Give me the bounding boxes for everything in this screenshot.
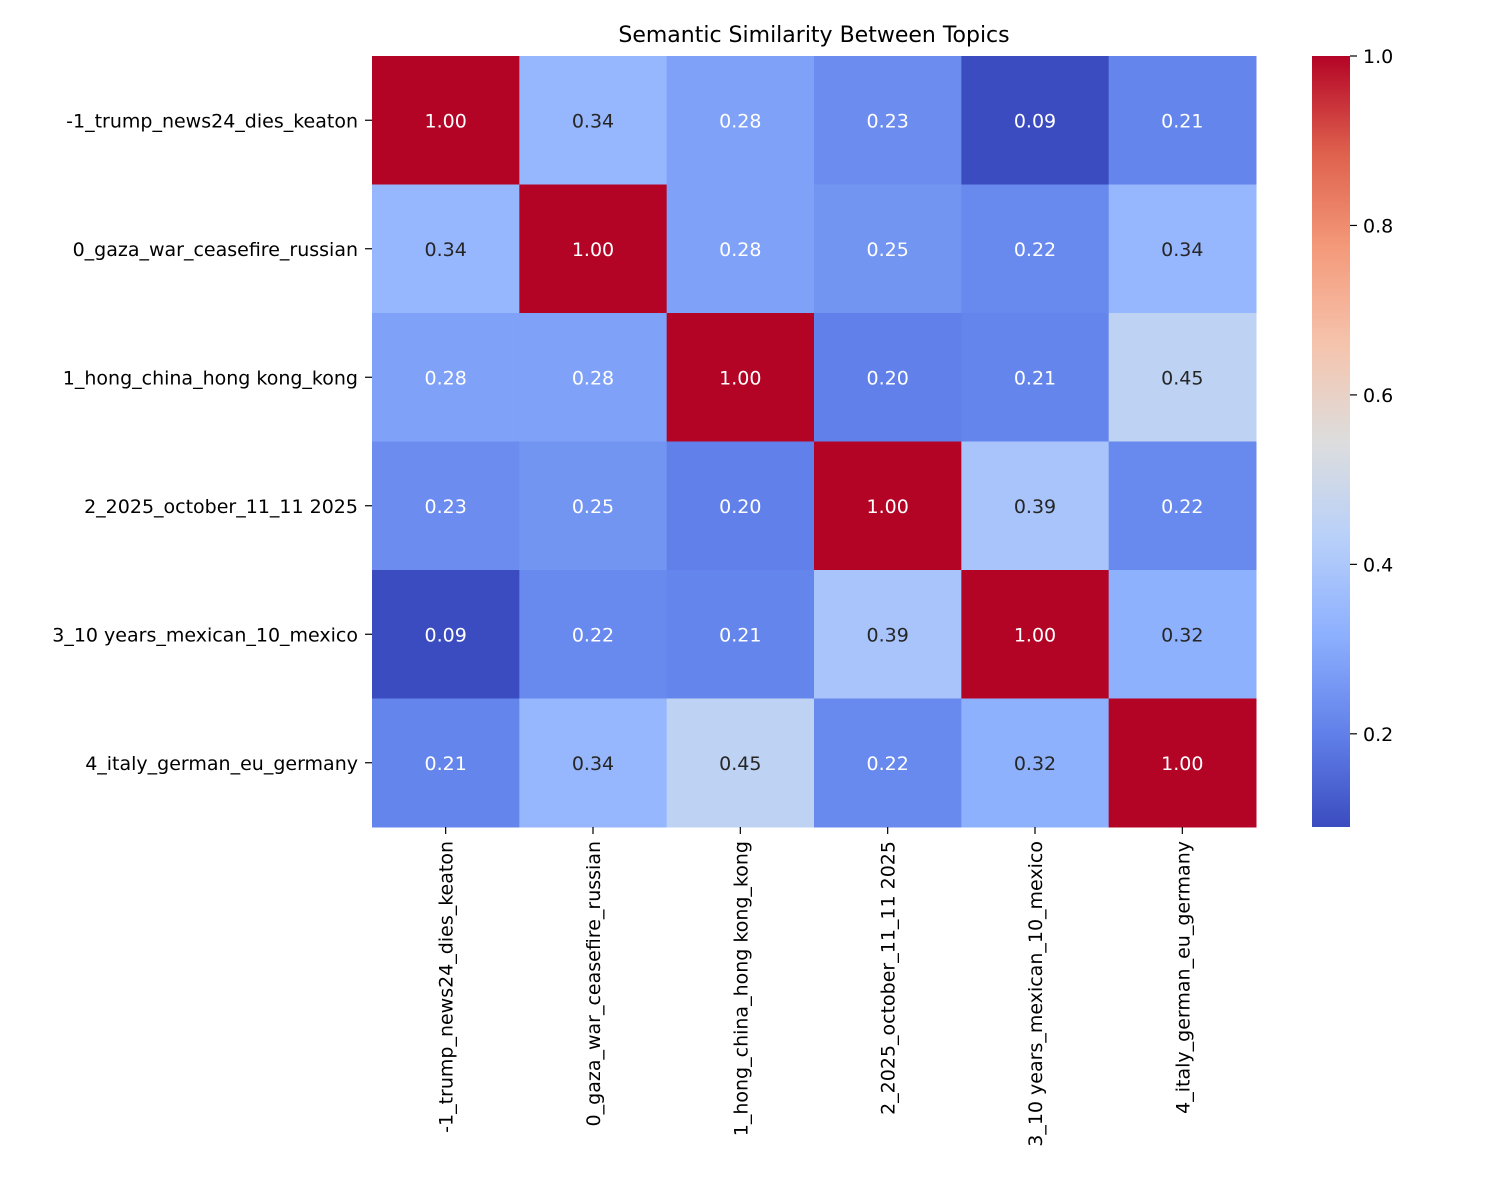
heatmap-cell — [961, 441, 1110, 571]
cell-annotation: 0.25 — [867, 239, 909, 261]
heatmap-cell — [814, 313, 962, 442]
x-tick-label: 1_hong_china_hong kong_kong — [730, 841, 752, 1136]
heatmap-cell — [519, 698, 668, 828]
heatmap-cell — [1108, 441, 1257, 571]
heatmap-cell — [1108, 570, 1257, 699]
heatmap-cell — [961, 184, 1110, 314]
heatmap-cell — [814, 184, 962, 314]
heatmap-cell — [814, 441, 962, 571]
heatmap-cell — [814, 570, 962, 699]
y-tick-label: 2_2025_october_11_11 2025 — [84, 496, 358, 518]
cell-annotation: 0.09 — [1014, 110, 1056, 132]
cell-annotation: 0.21 — [1014, 367, 1056, 389]
heatmap-cell — [961, 313, 1110, 442]
cell-annotation: 0.21 — [1161, 110, 1203, 132]
colorbar-tick-label: 0.4 — [1363, 554, 1393, 576]
cell-annotation: 0.20 — [867, 367, 909, 389]
heatmap-cell — [666, 570, 815, 699]
colorbar-tick-label: 1.0 — [1363, 46, 1393, 68]
cell-annotation: 0.45 — [719, 753, 761, 775]
heatmap-cell — [372, 184, 520, 314]
heatmap-cell — [666, 313, 815, 442]
chart-title: Semantic Similarity Between Topics — [618, 23, 1009, 48]
cell-annotation: 0.34 — [572, 110, 614, 132]
heatmap-cell — [666, 184, 815, 314]
cell-annotation: 0.34 — [425, 239, 467, 261]
cell-annotation: 1.00 — [425, 110, 467, 132]
cell-annotation: 0.28 — [719, 239, 761, 261]
heatmap-cell — [372, 698, 520, 828]
colorbar-tick-label: 0.8 — [1363, 215, 1393, 237]
heatmap-cell — [961, 56, 1110, 185]
heatmap-cell — [519, 313, 668, 442]
cell-annotation: 0.23 — [425, 496, 467, 518]
y-tick-label: 0_gaza_war_ceasefire_russian — [73, 239, 358, 261]
heatmap-cell — [519, 441, 668, 571]
cell-annotation: 1.00 — [719, 367, 761, 389]
heatmap-cell — [666, 698, 815, 828]
heatmap-cell — [519, 184, 668, 314]
cell-annotation: 0.45 — [1161, 367, 1203, 389]
heatmap-cell — [372, 570, 520, 699]
heatmap-cell — [961, 570, 1110, 699]
heatmap-cell — [1108, 313, 1257, 442]
heatmap-cell — [372, 441, 520, 571]
cell-annotation: 1.00 — [1014, 624, 1056, 646]
cell-annotation: 0.22 — [867, 753, 909, 775]
heatmap-cell — [666, 441, 815, 571]
cell-annotation: 0.34 — [572, 753, 614, 775]
cell-annotation: 0.32 — [1014, 753, 1056, 775]
cell-annotation: 0.25 — [572, 496, 614, 518]
cell-annotation: 1.00 — [1161, 753, 1203, 775]
heatmap-cell — [519, 570, 668, 699]
heatmap-cell — [1108, 698, 1257, 828]
y-tick-label: 3_10 years_mexican_10_mexico — [52, 624, 358, 646]
heatmap-cell — [1108, 56, 1257, 185]
cell-annotation: 1.00 — [867, 496, 909, 518]
cell-annotation: 0.21 — [425, 753, 467, 775]
heatmap-cell — [519, 56, 668, 185]
cell-annotation: 0.21 — [719, 624, 761, 646]
cell-annotation: 0.09 — [425, 624, 467, 646]
cell-annotation: 0.20 — [719, 496, 761, 518]
cell-annotation: 0.32 — [1161, 624, 1203, 646]
heatmap-cell — [814, 698, 962, 828]
cell-annotation: 1.00 — [572, 239, 614, 261]
cell-annotation: 0.22 — [572, 624, 614, 646]
cell-annotation: 0.39 — [1014, 496, 1056, 518]
cell-annotation: 0.34 — [1161, 239, 1203, 261]
cell-annotation: 0.22 — [1014, 239, 1056, 261]
cell-annotation: 0.23 — [867, 110, 909, 132]
heatmap-cell — [814, 56, 962, 185]
heatmap-cell — [666, 56, 815, 185]
colorbar — [1312, 56, 1350, 827]
heatmap-cell — [372, 313, 520, 442]
x-tick-label: 0_gaza_war_ceasefire_russian — [583, 841, 605, 1126]
cell-annotation: 0.28 — [572, 367, 614, 389]
y-tick-label: 1_hong_china_hong kong_kong — [63, 367, 358, 389]
heatmap-cell — [1108, 184, 1257, 314]
x-tick-label: 4_italy_german_eu_germany — [1172, 841, 1194, 1114]
colorbar-tick-label: 0.2 — [1363, 724, 1393, 746]
cell-annotation: 0.39 — [867, 624, 909, 646]
heatmap-cell — [961, 698, 1110, 828]
cell-annotation: 0.22 — [1161, 496, 1203, 518]
y-tick-label: -1_trump_news24_dies_keaton — [66, 110, 358, 132]
cell-annotation: 0.28 — [719, 110, 761, 132]
x-tick-label: 3_10 years_mexican_10_mexico — [1025, 841, 1047, 1147]
heatmap-cell — [372, 56, 520, 185]
x-tick-label: -1_trump_news24_dies_keaton — [436, 841, 458, 1133]
cell-annotation: 0.28 — [425, 367, 467, 389]
x-tick-label: 2_2025_october_11_11 2025 — [878, 841, 900, 1115]
y-tick-label: 4_italy_german_eu_germany — [85, 753, 358, 775]
colorbar-tick-label: 0.6 — [1363, 385, 1393, 407]
